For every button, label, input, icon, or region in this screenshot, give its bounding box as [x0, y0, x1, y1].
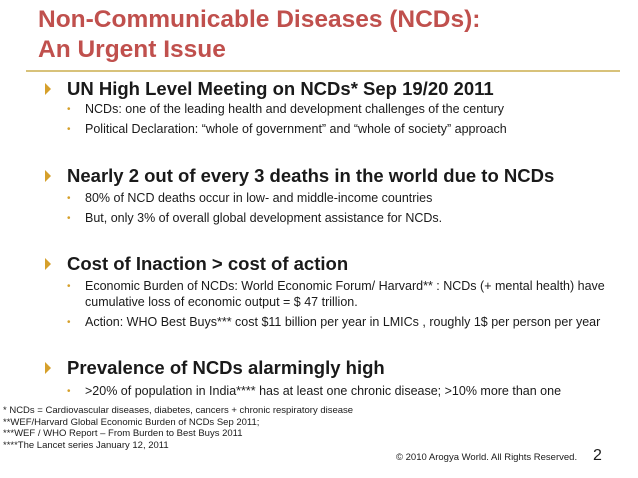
arrow-bullet-icon — [45, 83, 51, 95]
page-number: 2 — [593, 447, 602, 464]
slide-title-line1: Non-Communicable Diseases (NCDs): — [38, 6, 481, 33]
footnote: ***WEF / WHO Report – From Burden to Bes… — [3, 428, 243, 439]
bullet-item: • Action: WHO Best Buys*** cost $11 bill… — [67, 315, 601, 329]
bullet-item: • Political Declaration: “whole of gover… — [67, 122, 507, 136]
footnote: ****The Lancet series January 12, 2011 — [3, 439, 169, 451]
bullet-item: • >20% of population in India**** has at… — [67, 384, 562, 398]
copyright: © 2010 Arogya World. All Rights Reserved… — [396, 452, 578, 463]
arrow-bullet-icon — [45, 170, 51, 182]
bullet-dot-icon: • — [67, 386, 71, 397]
bullet-dot-icon: • — [67, 124, 71, 135]
footnote: **WEF/Harvard Global Economic Burden of … — [3, 416, 260, 428]
bullet-item: • But, only 3% of overall global develop… — [67, 211, 443, 225]
bullet-item: • 80% of NCD deaths occur in low- and mi… — [67, 191, 433, 205]
bullet-dot-icon: • — [67, 213, 71, 224]
slide-title: Non-Communicable Diseases (NCDs): An Urg… — [38, 5, 618, 65]
bullet-dot-icon: • — [67, 193, 71, 204]
bullet-dot-icon: • — [67, 104, 71, 115]
bullet-item: • Economic Burden of NCDs: World Economi… — [67, 279, 605, 309]
footnote: * NCDs = Cardiovascular diseases, diabet… — [3, 405, 354, 416]
bullet-item: • NCDs: one of the leading health and de… — [67, 102, 505, 116]
bullet-dot-icon: • — [67, 281, 71, 292]
slide-title-line2: An Urgent Issue — [38, 36, 226, 63]
footnotes: * NCDs = Cardiovascular diseases, diabet… — [3, 405, 353, 451]
arrow-bullet-icon — [45, 362, 51, 374]
bullet-dot-icon: • — [67, 317, 71, 328]
title-divider — [26, 70, 620, 72]
arrow-bullet-icon — [45, 258, 51, 270]
